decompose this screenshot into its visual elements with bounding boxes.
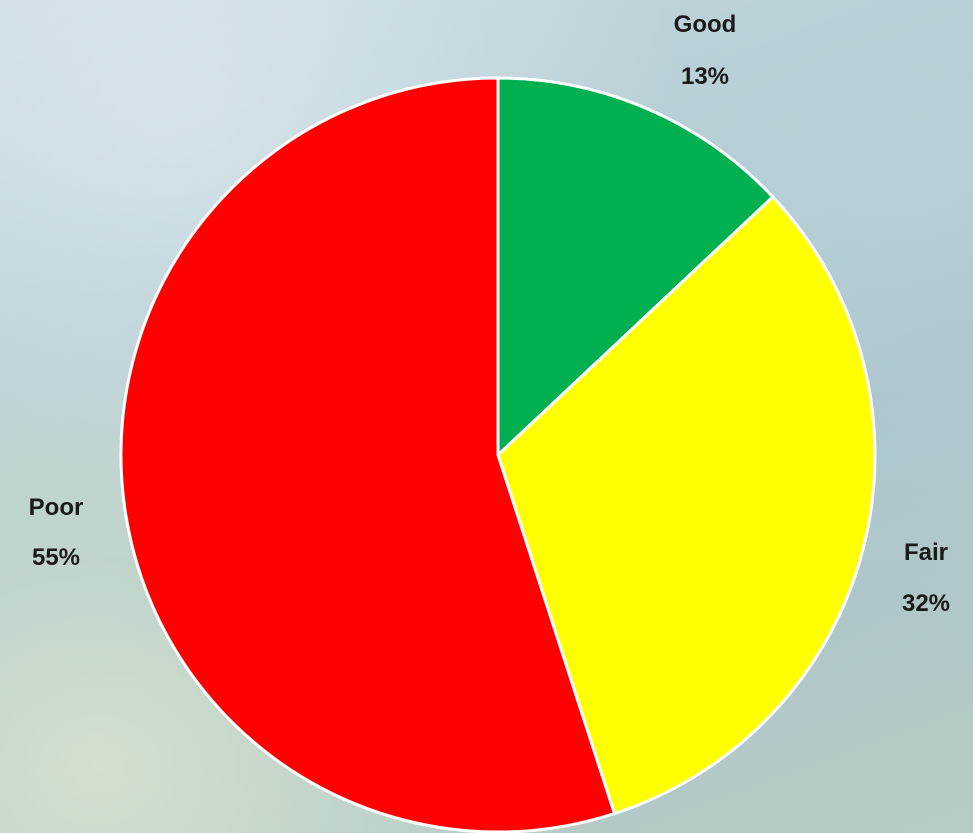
pie-label-name: Poor (29, 494, 84, 521)
pie-slice-good (496, 76, 775, 459)
pie-label-percent: 13% (681, 63, 729, 90)
pie-label-name: Good (674, 11, 737, 38)
pie-label-fair: Fair 32% (902, 539, 950, 617)
pie-slice-poor (119, 76, 617, 833)
pie-label-name: Fair (904, 539, 948, 566)
pie-label-percent: 32% (902, 590, 950, 617)
pie-label-poor: Poor 55% (29, 494, 84, 571)
pie-label-good: Good 13% (674, 11, 737, 90)
pie-slice-fair (496, 194, 877, 816)
pie-label-percent: 55% (32, 544, 80, 571)
pie-labels: Good 13% Fair 32% Poor 55% (29, 11, 950, 617)
pie-slices (119, 76, 877, 833)
